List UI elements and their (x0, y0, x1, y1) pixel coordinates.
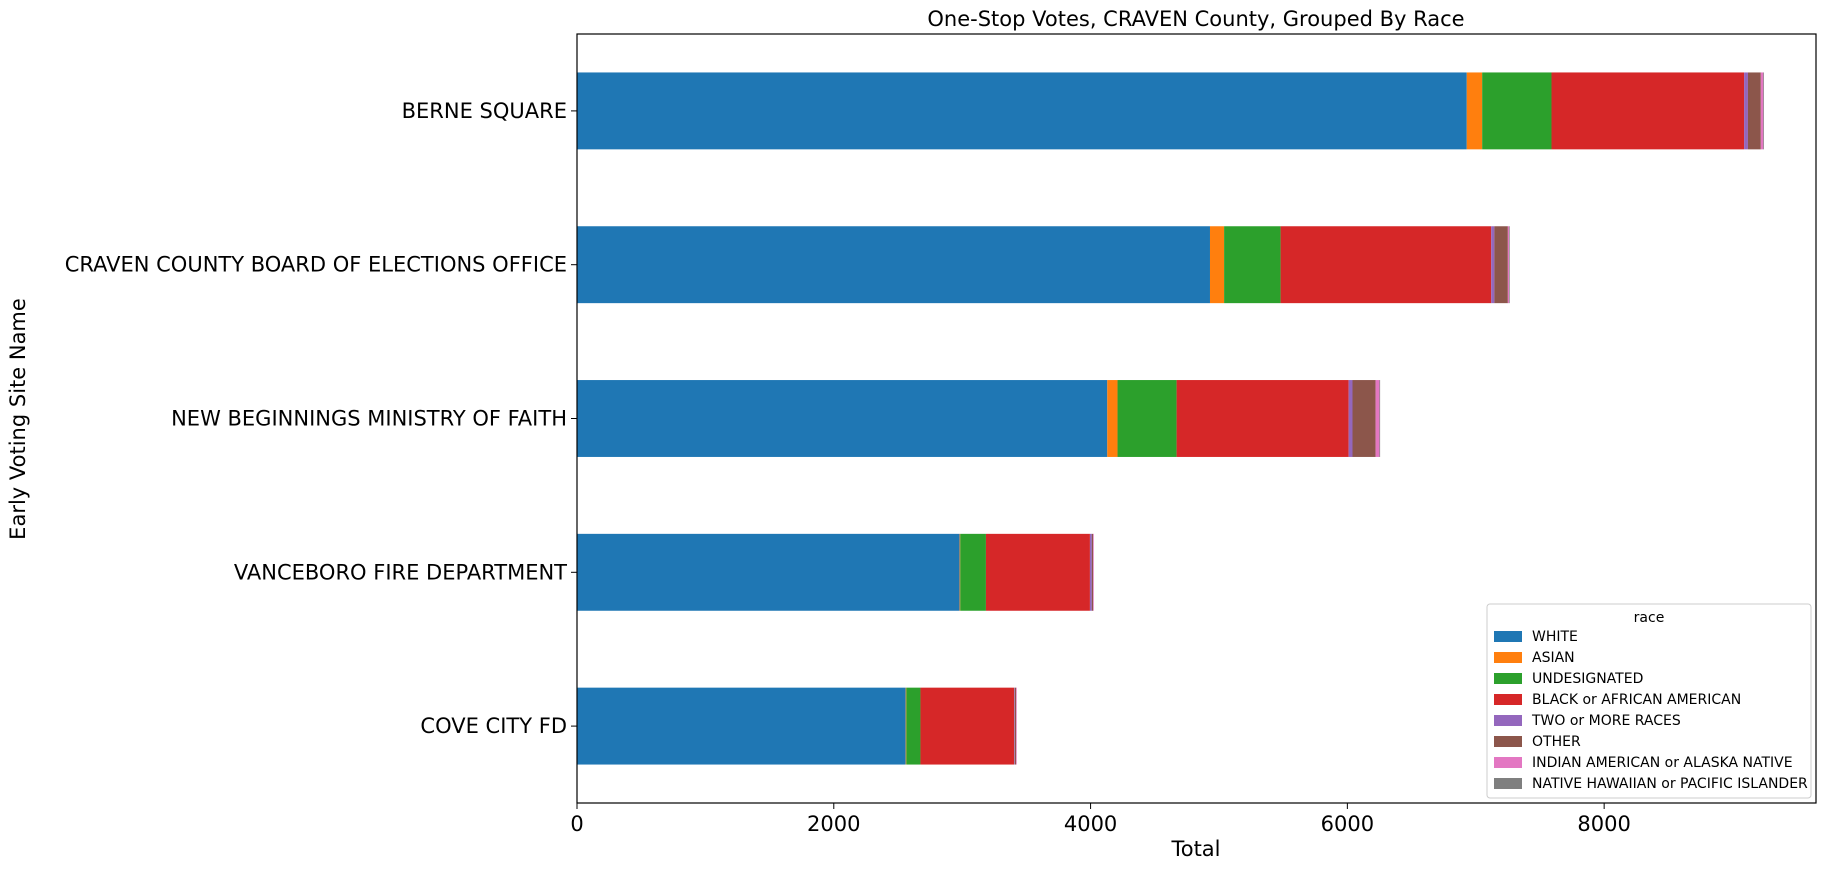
bar-segment (1107, 380, 1118, 457)
bar-segment (1466, 72, 1483, 150)
bar-segment (1224, 226, 1281, 304)
y-tick-label: COVE CITY FD (420, 714, 567, 738)
x-tick-label: 8000 (1577, 812, 1630, 836)
bar-segment (577, 533, 960, 611)
bar-segment (1348, 380, 1353, 457)
bar-segment (985, 533, 1090, 611)
y-tick-label: VANCEBORO FIRE DEPARTMENT (234, 560, 567, 584)
legend-label: OTHER (1532, 734, 1581, 750)
legend-label: NATIVE HAWAIIAN or PACIFIC ISLANDER (1532, 776, 1808, 792)
legend-swatch (1494, 631, 1522, 642)
bar-segment (577, 687, 906, 765)
legend-label: BLACK or AFRICAN AMERICAN (1532, 692, 1741, 708)
x-tick-label: 0 (570, 812, 583, 836)
bar-segment (1014, 687, 1015, 765)
legend-label: TWO or MORE RACES (1531, 713, 1681, 729)
y-axis-label: Early Voting Site Name (6, 298, 30, 540)
bar-segment (906, 687, 921, 765)
x-tick-label: 4000 (1064, 812, 1117, 836)
bar-segment (1744, 72, 1748, 150)
bar-segment (1091, 533, 1094, 611)
bar-segment (1089, 533, 1092, 611)
bar-segment (1176, 380, 1349, 457)
bar-segment (905, 687, 907, 765)
bar-segment (1117, 380, 1177, 457)
bar-segment (1551, 72, 1745, 150)
y-tick-label: NEW BEGINNINGS MINISTRY OF FAITH (171, 407, 567, 431)
bar-segment (1280, 226, 1492, 304)
bar-segment (1760, 72, 1764, 150)
y-tick-labels: BERNE SQUARE CRAVEN COUNTY BOARD OF ELECT… (65, 99, 577, 738)
legend-swatch (1494, 694, 1522, 705)
legend-swatch (1494, 778, 1522, 789)
bar-segment (1507, 226, 1510, 304)
bar-segment (959, 533, 961, 611)
x-ticks: 0 2000 4000 6000 8000 (570, 803, 1631, 836)
x-tick-label: 6000 (1321, 812, 1374, 836)
bar-segment (1747, 72, 1761, 150)
legend-label: ASIAN (1532, 650, 1575, 666)
legend-swatch (1494, 736, 1522, 747)
bar-segment (1491, 226, 1495, 304)
bar-segment (1763, 72, 1765, 150)
bar-segment (1509, 226, 1510, 304)
chart-title: One-Stop Votes, CRAVEN County, Grouped B… (927, 7, 1464, 31)
bar-segment (1494, 226, 1508, 304)
legend-title: race (1634, 610, 1665, 626)
legend-frame (1486, 603, 1812, 799)
bar-segment (1482, 72, 1552, 150)
bar-segment (1352, 380, 1376, 457)
bar-segment (920, 687, 1015, 765)
bar-segment (1209, 226, 1225, 304)
bar-segment (1379, 380, 1381, 457)
bars-group (577, 72, 1765, 765)
bar-segment (1014, 687, 1017, 765)
bar-segment (577, 380, 1108, 457)
plot-area-frame (576, 33, 1817, 804)
legend-swatch (1494, 673, 1522, 684)
legend-swatch (1494, 652, 1522, 663)
bar-segment (1016, 687, 1017, 765)
legend-label: UNDESIGNATED (1532, 671, 1643, 687)
bar-segment (1375, 380, 1380, 457)
legend-swatch (1494, 715, 1522, 726)
bar-segment (577, 72, 1467, 150)
bar-segment (577, 226, 1210, 304)
y-tick-label: BERNE SQUARE (402, 99, 567, 123)
x-tick-label: 2000 (807, 812, 860, 836)
legend-label: INDIAN AMERICAN or ALASKA NATIVE (1532, 755, 1793, 771)
bar-segment (1093, 533, 1094, 611)
legend-swatch (1494, 757, 1522, 768)
y-tick-label: CRAVEN COUNTY BOARD OF ELECTIONS OFFICE (65, 253, 567, 277)
legend-label: WHITE (1532, 629, 1578, 645)
bar-segment (960, 533, 986, 611)
x-axis-label: Total (1170, 837, 1220, 861)
legend: race WHITE ASIAN UNDESIGNATED BLACK or AFRI… (1486, 603, 1812, 799)
